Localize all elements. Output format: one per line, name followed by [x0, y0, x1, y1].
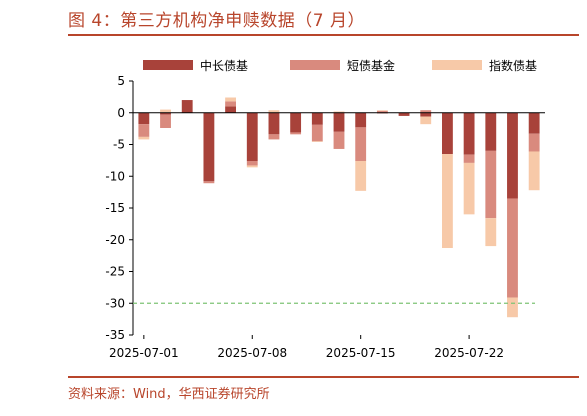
- bar-segment: [485, 150, 497, 219]
- bar-segment: [398, 112, 410, 116]
- bar-segment: [246, 165, 258, 168]
- x-tick-label: 2025-07-08: [217, 346, 287, 360]
- footer-divider: [68, 376, 579, 378]
- bar-segment: [311, 141, 323, 142]
- bar-segment: [311, 112, 323, 125]
- bar-segment: [420, 116, 432, 125]
- bar-segment: [138, 136, 150, 140]
- bar-segment: [268, 134, 280, 140]
- y-tick-label: 5: [117, 74, 125, 88]
- x-tick-label: 2025-07-15: [326, 346, 396, 360]
- bar-segment: [160, 112, 171, 115]
- bar-segment: [225, 106, 236, 113]
- bar-segment: [225, 97, 236, 102]
- bar-segment: [376, 110, 388, 113]
- bar-segment: [355, 161, 367, 191]
- bar-segment: [203, 112, 215, 182]
- bar-segment: [485, 112, 497, 151]
- bar-segment: [203, 181, 215, 184]
- y-tick-label: -5: [113, 138, 125, 152]
- legend-label: 短债基金: [347, 58, 395, 73]
- bar-segment: [463, 154, 475, 163]
- y-tick-label: -35: [105, 328, 125, 342]
- bar-segment: [160, 114, 171, 128]
- bar-segment: [246, 112, 258, 162]
- bar-segment: [442, 154, 453, 249]
- legend-swatch: [432, 60, 482, 70]
- bar-segment: [225, 101, 236, 107]
- bar-segment: [528, 112, 540, 134]
- bar-segment: [355, 112, 367, 128]
- bar-segment: [528, 151, 540, 191]
- bar-segment: [420, 110, 432, 113]
- source-note: 资料来源：Wind，华西证券研究所: [68, 387, 270, 402]
- y-tick-label: -20: [105, 233, 125, 247]
- bar-segment: [463, 162, 475, 215]
- legend-swatch: [143, 60, 193, 70]
- bar-segment: [138, 112, 150, 125]
- legend-label: 指数债基: [489, 58, 537, 73]
- bar-segment: [246, 161, 258, 166]
- y-tick-label: 0: [117, 106, 125, 120]
- title-divider: [68, 34, 579, 36]
- bar-segment: [355, 127, 367, 162]
- y-tick-label: -30: [105, 296, 125, 310]
- y-tick-label: -15: [105, 201, 125, 215]
- bar-segment: [311, 124, 323, 142]
- x-tick-label: 2025-07-22: [434, 346, 504, 360]
- bar-segment: [290, 132, 302, 135]
- bar-segment: [507, 112, 518, 199]
- bar-segment: [290, 112, 302, 133]
- y-tick-label: -25: [105, 265, 125, 279]
- bar-segment: [463, 112, 475, 155]
- y-tick-label: -10: [105, 169, 125, 183]
- bar-segment: [268, 112, 280, 135]
- bar-segment: [138, 124, 150, 137]
- bar-segment: [160, 109, 171, 113]
- bar-segment: [333, 112, 345, 132]
- bar-segment: [181, 100, 193, 113]
- legend-label: 中长债基: [200, 58, 248, 73]
- bar-segment: [507, 198, 518, 298]
- x-tick-label: 2025-07-01: [109, 346, 179, 360]
- bar-segment: [485, 218, 497, 247]
- bar-segment: [333, 111, 345, 113]
- bar-segment: [507, 297, 518, 318]
- bar-segment: [333, 131, 345, 149]
- bar-segment: [442, 112, 453, 155]
- bar-segment: [420, 112, 432, 117]
- figure-title: 图 4：第三方机构净申赎数据（7 月）: [68, 11, 365, 31]
- bar-segment: [528, 133, 540, 152]
- bar-segment: [376, 110, 388, 111]
- legend-swatch: [290, 60, 340, 70]
- bar-segment: [268, 110, 280, 113]
